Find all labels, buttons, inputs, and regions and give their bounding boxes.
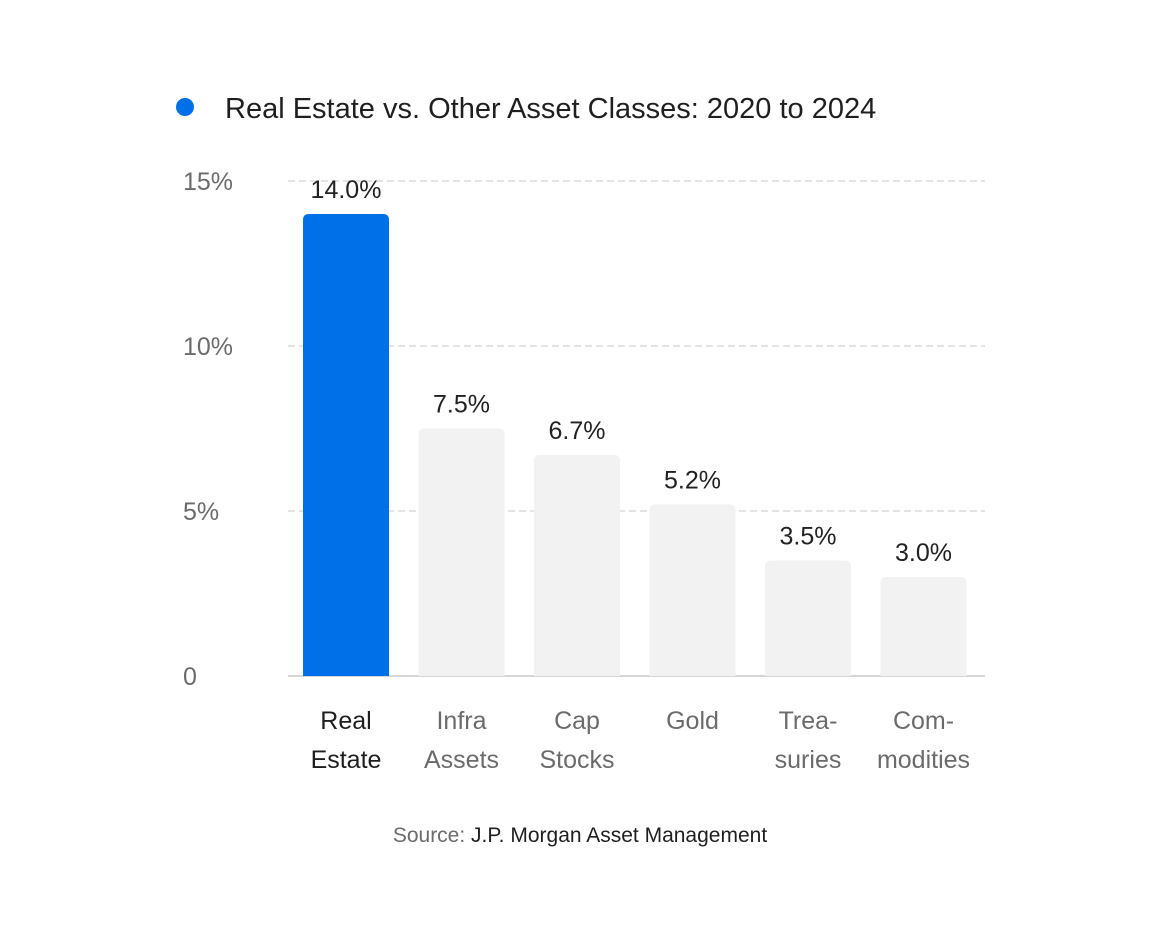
x-tick-label: Stocks (539, 746, 614, 774)
x-tick-label: Cap (554, 707, 600, 735)
y-tick-label: 5% (183, 498, 219, 526)
data-label: 6.7% (549, 417, 606, 445)
gridlines (288, 180, 985, 677)
chart-title: Real Estate vs. Other Asset Classes: 202… (225, 93, 876, 125)
data-label: 3.0% (895, 539, 952, 567)
data-label: 3.5% (780, 523, 837, 551)
x-tick-label: Infra (436, 707, 486, 735)
x-tick-label: Gold (666, 707, 719, 735)
legend-dot (176, 98, 194, 116)
y-tick-label: 10% (183, 333, 233, 361)
x-tick-label: Estate (311, 746, 382, 774)
category-labels: Real Estate Infra Assets Cap Stocks Gold Trea-s… (311, 707, 970, 774)
source-note: Source: J.P. Morgan Asset Management (0, 824, 1160, 848)
y-tick-label: 0 (183, 663, 197, 691)
x-tick-label: modities (877, 746, 970, 774)
bar (418, 428, 505, 676)
bars (303, 214, 967, 676)
source-name: J.P. Morgan Asset Management (471, 824, 768, 847)
bar (880, 577, 967, 676)
y-axis-ticks: 0 5% 10% 15% (183, 168, 233, 691)
x-tick-label: Assets (424, 746, 499, 774)
x-tick-label: Trea- (779, 707, 838, 735)
data-label: 7.5% (433, 391, 490, 419)
x-tick-label: Com- (893, 707, 954, 735)
data-label: 14.0% (311, 176, 382, 204)
x-tick-label: Real (320, 707, 371, 735)
data-label: 5.2% (664, 466, 721, 494)
bar (765, 560, 851, 676)
bar (649, 504, 736, 676)
source-prefix: Source: (392, 824, 466, 847)
bar (534, 454, 620, 676)
y-tick-label: 15% (183, 168, 233, 196)
bar (303, 214, 389, 676)
x-tick-label: suries (775, 746, 842, 774)
data-labels: 14.0% 7.5% 6.7% 5.2% 3.5% 3.0% (311, 176, 952, 567)
